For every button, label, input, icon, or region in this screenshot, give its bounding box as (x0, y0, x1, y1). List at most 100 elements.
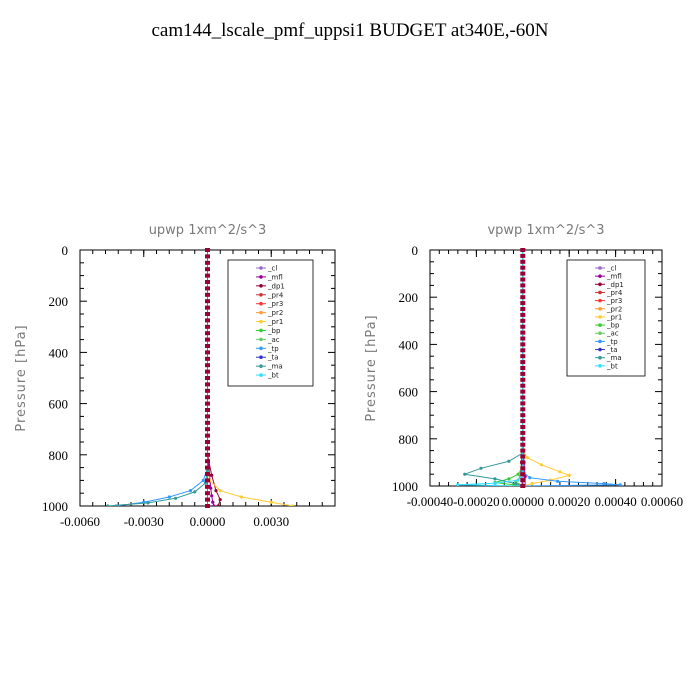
zero-marker (205, 312, 210, 316)
legend-marker (259, 364, 263, 368)
zero-marker (205, 491, 210, 496)
zero-marker (205, 465, 210, 470)
legend-marker (598, 347, 602, 352)
zero-marker (520, 430, 526, 435)
legend-label: _pr3 (267, 300, 283, 308)
legend-marker (259, 319, 263, 324)
zero-marker (205, 401, 210, 406)
zero-marker (205, 376, 210, 380)
legend-marker (598, 315, 602, 319)
zero-marker (520, 354, 526, 359)
zero-marker (205, 420, 210, 425)
zero-marker (205, 484, 210, 489)
zero-marker (205, 292, 210, 297)
data-point (216, 504, 220, 506)
legend-marker (259, 328, 263, 333)
zero-marker (205, 440, 210, 444)
zero-marker (520, 478, 526, 483)
zero-profile-markers (205, 248, 210, 508)
zero-marker (205, 452, 210, 457)
y-tick-label: 400 (399, 337, 419, 352)
x-tick-label: 0.0000 (190, 514, 226, 529)
zero-marker (205, 356, 210, 361)
zero-marker (205, 446, 210, 451)
legend-marker (598, 282, 602, 287)
y-axis-label: Pressure [hPa] (14, 324, 29, 431)
legend-marker (259, 284, 263, 288)
series-bp (493, 250, 525, 486)
zero-marker (520, 407, 526, 412)
zero-marker (205, 331, 210, 336)
zero-marker (205, 286, 210, 291)
data-point (528, 476, 532, 480)
legend-label: _pr1 (267, 318, 283, 326)
data-point (456, 483, 460, 486)
y-tick-label: 600 (49, 397, 69, 412)
zero-marker (520, 366, 526, 370)
zero-marker (205, 337, 210, 342)
data-point (539, 463, 544, 467)
zero-profile-markers (520, 248, 526, 488)
zero-marker (205, 369, 210, 374)
page-title: cam144_lscale_pmf_uppsi1 BUDGET at340E,-… (151, 20, 549, 41)
zero-marker (205, 433, 210, 438)
zero-marker (520, 289, 526, 294)
legend-marker (598, 323, 602, 327)
zero-marker (205, 248, 210, 252)
legend-marker (598, 290, 602, 295)
zero-marker (205, 280, 210, 284)
legend: _cl_mfl_dp1_pr4_pr3_pr2_pr1_bp_ac_tp_ta_… (566, 259, 646, 377)
zero-marker (520, 283, 526, 288)
zero-marker (520, 259, 526, 264)
zero-marker (520, 295, 526, 300)
x-tick-label: 0.0030 (253, 514, 289, 529)
legend-label: _tp (267, 345, 279, 353)
x-tick-label: 0.00020 (548, 494, 590, 509)
series-ma (106, 250, 210, 506)
data-point (239, 495, 244, 499)
data-point (214, 489, 218, 493)
data-point (479, 466, 483, 470)
zero-marker (520, 324, 526, 329)
zero-marker (520, 318, 526, 323)
legend-label: _pr1 (606, 313, 622, 321)
legend-marker (598, 298, 602, 303)
legend-label: _ac (606, 330, 619, 338)
zero-marker (205, 305, 210, 310)
legend-label: _mfl (606, 273, 622, 281)
data-point (493, 483, 497, 486)
legend-label: _pr3 (606, 297, 622, 305)
zero-marker (520, 389, 526, 394)
data-point (290, 504, 295, 506)
legend: _cl_mfl_dp1_pr4_pr3_pr2_pr1_bp_ac_tp_ta_… (227, 259, 314, 387)
data-point (218, 489, 222, 493)
zero-marker (520, 301, 526, 306)
legend-label: _ma (267, 363, 283, 371)
legend-label: _bt (267, 372, 279, 380)
zero-marker (205, 344, 210, 348)
data-point (174, 496, 178, 500)
series-ma (463, 250, 525, 486)
data-point (618, 483, 622, 486)
series-bt (456, 250, 525, 486)
zero-marker (520, 248, 526, 252)
legend-marker (259, 275, 263, 279)
zero-marker (520, 307, 526, 311)
data-point (516, 472, 520, 476)
zero-marker (520, 448, 526, 453)
y-tick-label: 200 (399, 290, 419, 305)
legend-marker (259, 310, 263, 315)
data-point (193, 490, 197, 494)
x-tick-label: 0.00040 (594, 494, 636, 509)
zero-marker (205, 350, 210, 355)
legend-marker (598, 355, 602, 360)
zero-marker (520, 336, 526, 341)
legend-label: _pr4 (267, 291, 284, 299)
x-tick-label: 0.00000 (502, 494, 544, 509)
data-point (269, 500, 273, 504)
legend-label: _dp1 (606, 281, 624, 289)
y-tick-label: 400 (49, 345, 69, 360)
data-point (507, 459, 511, 463)
y-tick-label: 0 (62, 243, 69, 258)
legend-label: _pr2 (606, 305, 622, 313)
